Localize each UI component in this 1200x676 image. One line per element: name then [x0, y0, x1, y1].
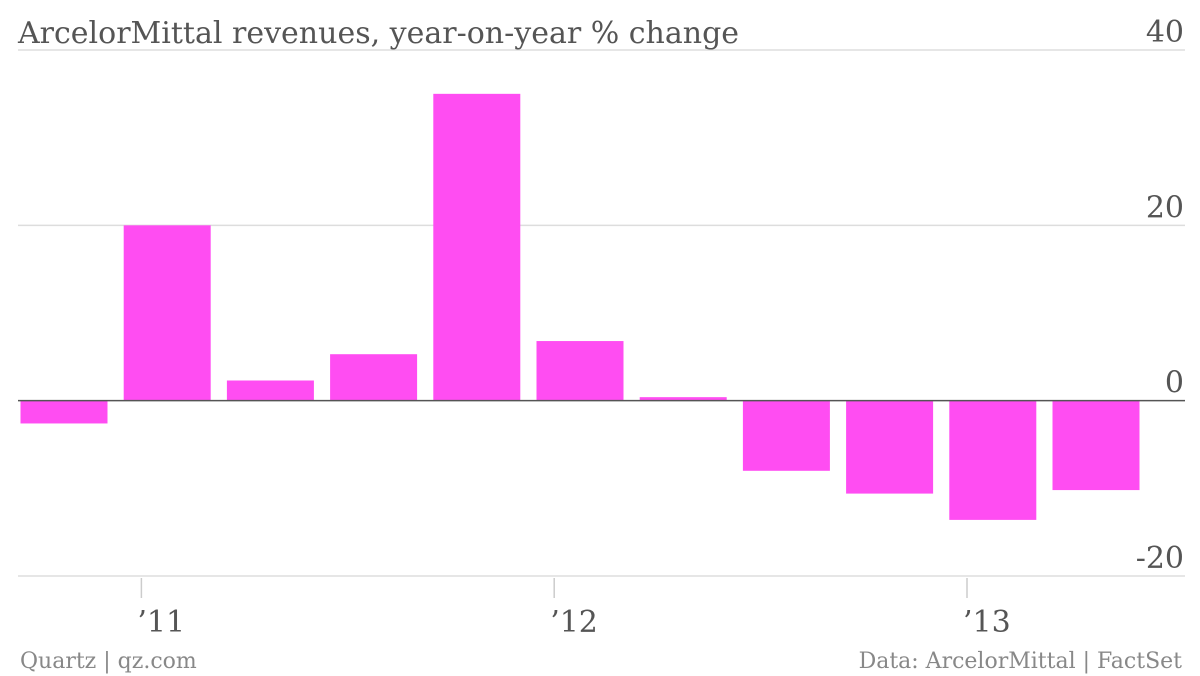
- bar: [639, 397, 727, 401]
- bar: [1052, 400, 1140, 491]
- bar: [433, 93, 521, 401]
- y-tick-label: -20: [1136, 541, 1184, 576]
- bar: [123, 225, 211, 401]
- footer-source: Data: ArcelorMittal | FactSet: [859, 649, 1183, 674]
- y-axis-tick-labels: 40 20 0 -20: [1136, 15, 1184, 576]
- y-tick-label: 20: [1146, 190, 1184, 225]
- bar: [949, 400, 1037, 520]
- x-axis: ’11 ’12 ’13: [137, 578, 1011, 640]
- chart-title: ArcelorMittal revenues, year-on-year % c…: [17, 16, 739, 51]
- bar: [20, 400, 108, 424]
- bar: [742, 400, 830, 471]
- bar: [536, 341, 624, 401]
- gridlines: [18, 49, 1185, 577]
- x-tick-label: ’12: [550, 605, 598, 640]
- y-tick-label: 40: [1146, 15, 1184, 50]
- bar: [846, 400, 934, 494]
- y-tick-label: 0: [1165, 366, 1184, 401]
- x-tick-label: ’11: [137, 605, 185, 640]
- x-tick-label: ’13: [963, 605, 1011, 640]
- bar: [226, 380, 314, 401]
- bars: [20, 93, 1140, 520]
- footer-credit: Quartz | qz.com: [20, 649, 197, 674]
- bar: [330, 354, 418, 401]
